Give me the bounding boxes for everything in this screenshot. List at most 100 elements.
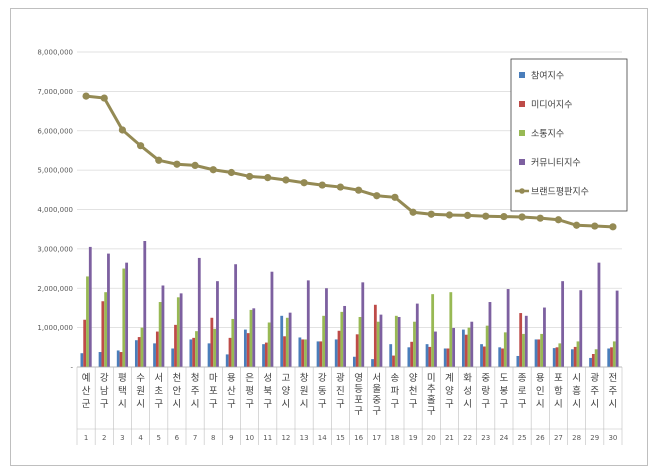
point-브랜드평판지수: [136, 142, 145, 150]
x-category-label-char: 추: [427, 384, 436, 395]
x-category-label-char: 구: [372, 406, 381, 417]
bar-소통지수: [322, 315, 326, 367]
x-category-label-char: 산: [82, 386, 91, 397]
x-category-label-char: 구: [445, 399, 454, 410]
bar-소통지수: [594, 349, 598, 367]
legend-label: 커뮤니티지수: [531, 158, 581, 169]
y-tick-label: 6,000,000: [37, 127, 73, 135]
point-브랜드평판지수: [209, 166, 217, 174]
x-category-label-char: 시: [463, 399, 472, 410]
point-브랜드평판지수: [191, 161, 199, 169]
x-category-label-char: 전: [609, 373, 618, 384]
bar-소통지수: [431, 294, 435, 367]
bar-커뮤니티지수: [597, 262, 601, 367]
x-rank-label: 26: [536, 434, 545, 442]
bar-미디어지수: [137, 337, 141, 367]
x-category-label-char: 구: [391, 399, 400, 410]
x-category-label-char: 구: [500, 399, 509, 410]
x-rank-label: 23: [481, 434, 490, 442]
x-category-label-char: 양: [409, 373, 418, 384]
x-category-label-char: 시: [609, 399, 618, 410]
point-브랜드평판지수: [609, 223, 617, 231]
bar-참여지수: [225, 354, 229, 367]
legend-swatch: [519, 130, 525, 136]
bar-참여지수: [407, 347, 411, 367]
legend-swatch: [519, 101, 525, 107]
bar-참여지수: [425, 344, 429, 367]
x-category-label-char: 구: [481, 399, 490, 410]
bar-커뮤니티지수: [306, 280, 310, 367]
x-category-label-char: 천: [409, 386, 418, 397]
bar-미디어지수: [537, 339, 541, 367]
bar-소통지수: [285, 317, 289, 367]
x-category-label-char: 시: [173, 399, 182, 410]
bar-참여지수: [552, 348, 556, 367]
bar-소통지수: [376, 321, 380, 367]
bar-소통지수: [86, 276, 89, 367]
x-category-label-char: 포: [354, 395, 363, 406]
x-category-label-char: 시: [136, 399, 145, 410]
bar-커뮤니티지수: [470, 321, 474, 367]
point-브랜드평판지수: [500, 212, 508, 221]
bar-미디어지수: [246, 333, 250, 367]
bar-소통지수: [340, 311, 344, 367]
point-브랜드평판지수: [118, 126, 127, 134]
point-브랜드평판지수: [227, 168, 236, 177]
bar-커뮤니티지수: [379, 314, 383, 367]
bar-소통지수: [522, 333, 525, 367]
x-category-label-char: 구: [245, 399, 254, 410]
bar-소통지수: [176, 297, 180, 367]
bar-소통지수: [358, 316, 362, 367]
y-tick-label: 1,000,000: [37, 324, 73, 332]
bar-미디어지수: [301, 339, 305, 367]
x-category-label-char: 시: [282, 399, 291, 410]
bar-참여지수: [570, 349, 574, 367]
bar-소통지수: [122, 268, 126, 367]
x-rank-label: 13: [300, 434, 309, 442]
x-category-label-char: 화: [463, 373, 472, 384]
bar-참여지수: [280, 315, 284, 367]
x-category-label-char: 구: [154, 399, 163, 410]
bar-참여지수: [498, 347, 502, 367]
bar-소통지수: [467, 327, 471, 367]
x-category-label-char: 주: [609, 386, 618, 397]
x-category-label-char: 강: [100, 373, 109, 384]
bar-소통지수: [158, 302, 162, 367]
bar-참여지수: [243, 329, 247, 367]
point-브랜드평판지수: [463, 211, 472, 220]
point-브랜드평판지수: [173, 160, 181, 168]
x-category-label-char: 홀: [427, 394, 436, 406]
point-브랜드평판지수: [100, 94, 108, 102]
x-category-label-char: 구: [336, 399, 345, 410]
x-category-label-char: 은: [245, 373, 254, 384]
x-category-label-char: 구: [518, 399, 527, 410]
y-tick-label: 2,000,000: [37, 285, 73, 293]
x-category-label-char: 시: [554, 399, 563, 410]
x-rank-label: 1: [84, 434, 88, 442]
point-브랜드평판지수: [518, 213, 526, 221]
bar-커뮤니티지수: [125, 262, 129, 367]
x-rank-label: 20: [427, 434, 436, 442]
x-category-label-char: 동: [318, 386, 327, 397]
bar-소통지수: [267, 322, 271, 367]
x-category-label-char: 구: [209, 399, 218, 410]
x-category-label-char: 시: [118, 399, 127, 410]
point-브랜드평판지수: [445, 211, 454, 219]
y-tick-label: 7,000,000: [37, 88, 73, 96]
x-category-label-char: 주: [191, 386, 200, 397]
axis-layer: - 1,000,000 2,000,000 3,000,000 4,000,000 5,0…: [37, 49, 623, 445]
x-rank-label: 6: [175, 434, 180, 442]
y-tick-label: 4,000,000: [37, 206, 73, 214]
bar-커뮤니티지수: [579, 290, 583, 367]
bar-참여지수: [316, 341, 320, 367]
point-브랜드평판지수: [245, 172, 254, 181]
x-category-label-char: 마: [209, 373, 218, 384]
bar-소통지수: [249, 309, 253, 367]
x-category-label-char: 성: [263, 373, 272, 384]
